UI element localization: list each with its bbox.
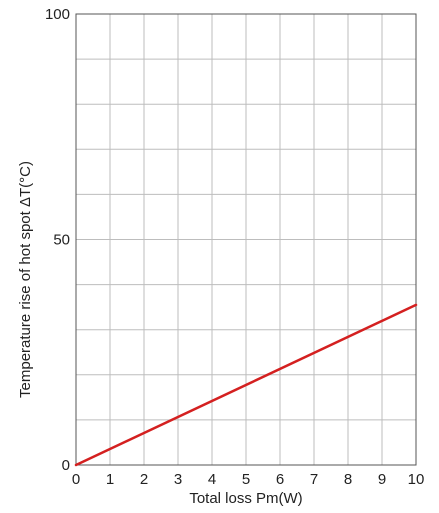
x-tick-label: 0 xyxy=(72,471,80,488)
x-tick-label: 3 xyxy=(174,471,182,488)
x-tick-label: 4 xyxy=(208,471,216,488)
x-tick-label: 2 xyxy=(140,471,148,488)
plot-frame xyxy=(75,13,417,466)
y-tick-label: 0 xyxy=(62,457,70,474)
x-tick-label: 10 xyxy=(408,471,425,488)
y-tick-labels: 0 50 100 xyxy=(45,6,70,474)
x-tick-label: 5 xyxy=(242,471,250,488)
series-layer xyxy=(74,303,418,467)
x-tick-label: 8 xyxy=(344,471,352,488)
y-tick-label: 50 xyxy=(53,232,70,249)
y-tick-label: 100 xyxy=(45,6,70,23)
x-tick-labels: 0 1 2 3 4 5 6 7 8 9 10 xyxy=(72,471,425,488)
y-axis-title: Temperature rise of hot spot ΔT(°C) xyxy=(17,161,34,398)
x-axis-title: Total loss Pm(W) xyxy=(189,490,302,507)
series-line-0 xyxy=(74,303,418,467)
x-tick-label: 7 xyxy=(310,471,318,488)
plot-border xyxy=(75,13,417,466)
x-tick-label: 9 xyxy=(378,471,386,488)
x-tick-label: 1 xyxy=(106,471,114,488)
grid xyxy=(76,14,416,465)
x-tick-label: 6 xyxy=(276,471,284,488)
